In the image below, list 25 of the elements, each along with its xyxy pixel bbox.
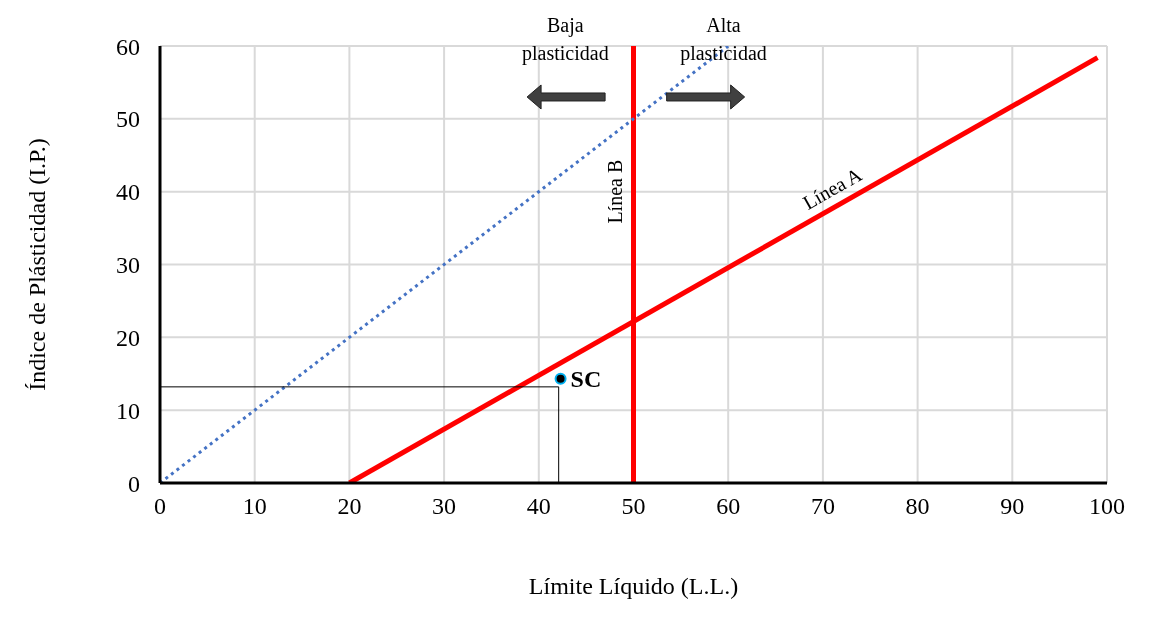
- x-tick-label: 100: [1089, 493, 1125, 520]
- y-tick-label: 60: [116, 33, 140, 60]
- y-tick-label: 30: [116, 252, 140, 279]
- y-axis-title: Índice de Plásticidad (I.P.): [23, 138, 50, 391]
- x-tick-label: 20: [337, 493, 362, 520]
- y-tick-label: 0: [128, 470, 140, 497]
- x-tick-label: 10: [242, 493, 267, 520]
- ref-line-label: Línea B: [604, 159, 627, 224]
- x-axis-title: Límite Líquido (L.L.): [528, 573, 739, 599]
- text: Línea A: [799, 162, 866, 214]
- x-tick-label: 30: [432, 493, 457, 520]
- y-tick-label: 40: [116, 179, 140, 206]
- y-tick-label: 50: [116, 106, 140, 133]
- x-tick-label: 90: [1000, 493, 1025, 520]
- y-tick-label: 10: [116, 397, 140, 424]
- x-tick-label: 70: [810, 493, 835, 520]
- x-tick-label: 0: [154, 493, 166, 520]
- y-tick-label: 20: [116, 324, 140, 351]
- annotation: Alta plasticidad: [680, 14, 767, 65]
- annotation: Baja plasticidad: [522, 14, 609, 65]
- x-tick-label: 40: [526, 493, 551, 520]
- x-tick-label: 60: [716, 493, 741, 520]
- x-tick-label: 80: [905, 493, 930, 520]
- series-label: SC: [570, 365, 602, 392]
- x-tick-label: 50: [621, 493, 646, 520]
